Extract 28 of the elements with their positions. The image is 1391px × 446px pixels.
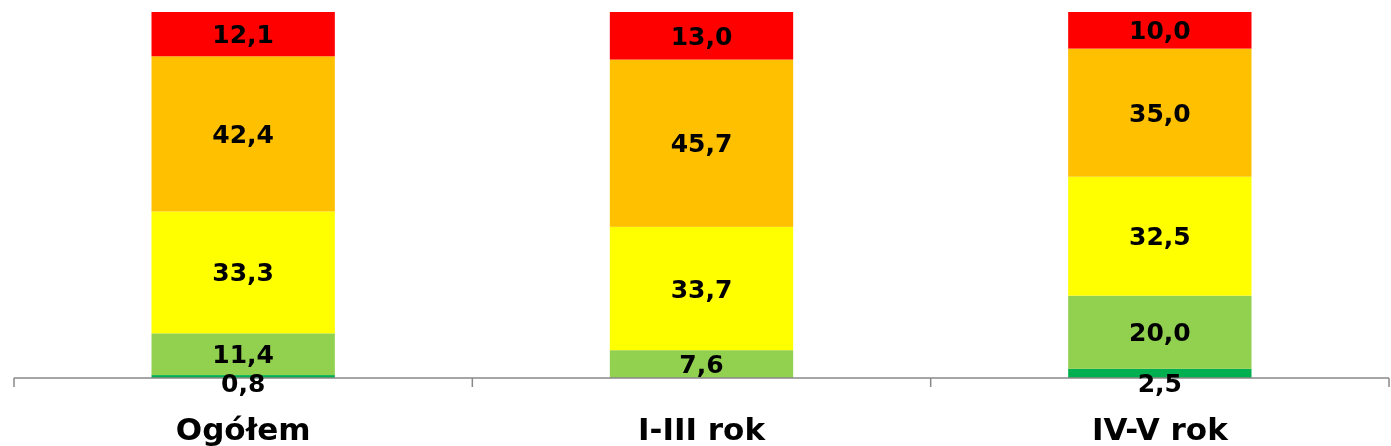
bar [151, 12, 335, 57]
data-label: 20,0 [1128, 318, 1191, 348]
data-label: 2,5 [1137, 369, 1182, 398]
data-label: 42,4 [212, 119, 275, 149]
data-label: 7,6 [679, 350, 724, 380]
bar [609, 59, 794, 227]
bar [1068, 295, 1252, 369]
data-label: 32,5 [1128, 222, 1191, 252]
bar [151, 333, 335, 376]
bar [609, 226, 794, 351]
data-label: 33,3 [212, 258, 275, 288]
data-label: 12,1 [212, 20, 275, 50]
data-label: 33,7 [670, 274, 733, 304]
x-tick-label: IV-V rok [1091, 411, 1230, 446]
bar [1068, 48, 1252, 177]
x-tick-label: Ogółem [175, 411, 311, 446]
data-label: 0,8 [221, 369, 266, 398]
data-label: 11,4 [212, 340, 275, 370]
data-label: 13,0 [670, 21, 733, 51]
data-label: 35,0 [1128, 98, 1191, 128]
bar [151, 211, 335, 334]
bar [609, 12, 794, 60]
bar [1068, 176, 1252, 296]
x-tick-label: I-III rok [638, 411, 767, 446]
bar [151, 56, 335, 212]
data-label: 45,7 [670, 129, 733, 159]
data-label: 10,0 [1128, 16, 1191, 46]
bar [1068, 12, 1252, 49]
